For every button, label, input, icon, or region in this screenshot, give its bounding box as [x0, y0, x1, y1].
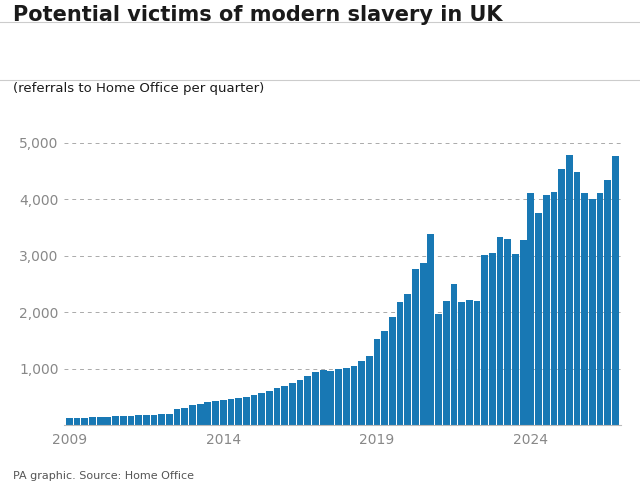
Bar — [573, 172, 580, 425]
Bar — [282, 386, 288, 425]
Bar — [127, 416, 134, 425]
Bar — [458, 302, 465, 425]
Bar — [404, 294, 411, 425]
Bar — [343, 368, 349, 425]
Bar — [143, 415, 150, 425]
Text: PA graphic. Source: Home Office: PA graphic. Source: Home Office — [13, 470, 194, 481]
Bar — [204, 402, 211, 425]
Bar — [266, 391, 273, 425]
Bar — [97, 417, 104, 425]
Bar — [150, 414, 157, 425]
Bar — [320, 370, 326, 425]
Bar — [235, 398, 242, 425]
Bar — [381, 331, 388, 425]
Bar — [589, 199, 596, 425]
Bar — [189, 405, 196, 425]
Bar — [497, 237, 504, 425]
Bar — [504, 239, 511, 425]
Bar — [443, 301, 450, 425]
Bar — [596, 193, 604, 425]
Bar — [358, 361, 365, 425]
Bar — [259, 393, 265, 425]
Bar — [243, 397, 250, 425]
Bar — [328, 371, 334, 425]
Bar — [612, 156, 619, 425]
Bar — [173, 409, 180, 425]
Bar — [558, 169, 565, 425]
Bar — [335, 369, 342, 425]
Bar — [289, 383, 296, 425]
Bar — [520, 240, 527, 425]
Bar — [220, 400, 227, 425]
Bar — [351, 366, 357, 425]
Bar — [489, 253, 496, 425]
Bar — [435, 314, 442, 425]
Bar — [428, 234, 434, 425]
Bar — [535, 213, 542, 425]
Bar — [604, 180, 611, 425]
Bar — [366, 355, 372, 425]
Bar — [397, 302, 403, 425]
Bar — [135, 415, 142, 425]
Bar — [181, 408, 188, 425]
Bar — [312, 372, 319, 425]
Bar — [374, 339, 380, 425]
Bar — [66, 418, 73, 425]
Bar — [166, 414, 173, 425]
Bar — [297, 380, 303, 425]
Bar — [120, 416, 127, 425]
Bar — [274, 388, 280, 425]
Bar — [74, 418, 81, 425]
Bar — [196, 404, 204, 425]
Bar — [527, 193, 534, 425]
Text: (referrals to Home Office per quarter): (referrals to Home Office per quarter) — [13, 82, 264, 95]
Bar — [158, 414, 165, 425]
Bar — [481, 255, 488, 425]
Bar — [227, 399, 234, 425]
Bar — [112, 416, 119, 425]
Bar — [581, 193, 588, 425]
Bar — [251, 396, 257, 425]
Bar — [543, 195, 550, 425]
Bar — [566, 155, 573, 425]
Bar — [81, 418, 88, 425]
Bar — [212, 401, 219, 425]
Bar — [305, 376, 311, 425]
Bar — [412, 269, 419, 425]
Bar — [512, 254, 519, 425]
Bar — [466, 299, 473, 425]
Text: Potential victims of modern slavery in UK: Potential victims of modern slavery in U… — [13, 5, 502, 25]
Bar — [420, 263, 426, 425]
Bar — [550, 192, 557, 425]
Bar — [89, 417, 96, 425]
Bar — [104, 416, 111, 425]
Bar — [474, 301, 481, 425]
Bar — [389, 316, 396, 425]
Bar — [451, 284, 458, 425]
